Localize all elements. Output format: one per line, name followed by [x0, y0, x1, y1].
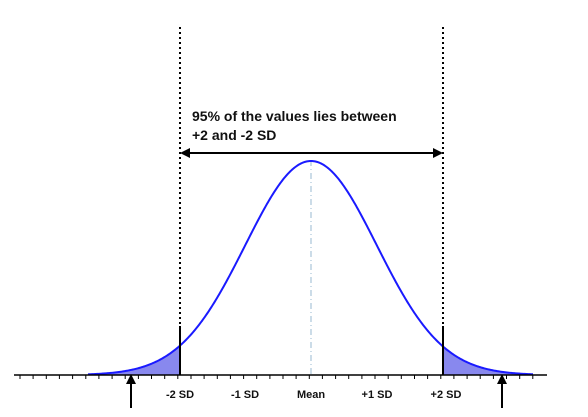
right-tail-shading — [443, 346, 533, 375]
label-minus-2sd: -2 SD — [166, 389, 194, 401]
annotation-line-1: 95% of the values lies between — [192, 108, 397, 124]
annotation-line-2: +2 and -2 SD — [192, 127, 276, 143]
bell-curve — [87, 159, 534, 376]
label-plus-2sd: +2 SD — [431, 389, 462, 401]
label-mean: Mean — [297, 389, 325, 401]
left-tail-shading — [88, 345, 180, 375]
x-axis-ticks — [19, 375, 534, 379]
label-plus-1sd: +1 SD — [362, 389, 393, 401]
label-minus-1sd: -1 SD — [231, 389, 259, 401]
